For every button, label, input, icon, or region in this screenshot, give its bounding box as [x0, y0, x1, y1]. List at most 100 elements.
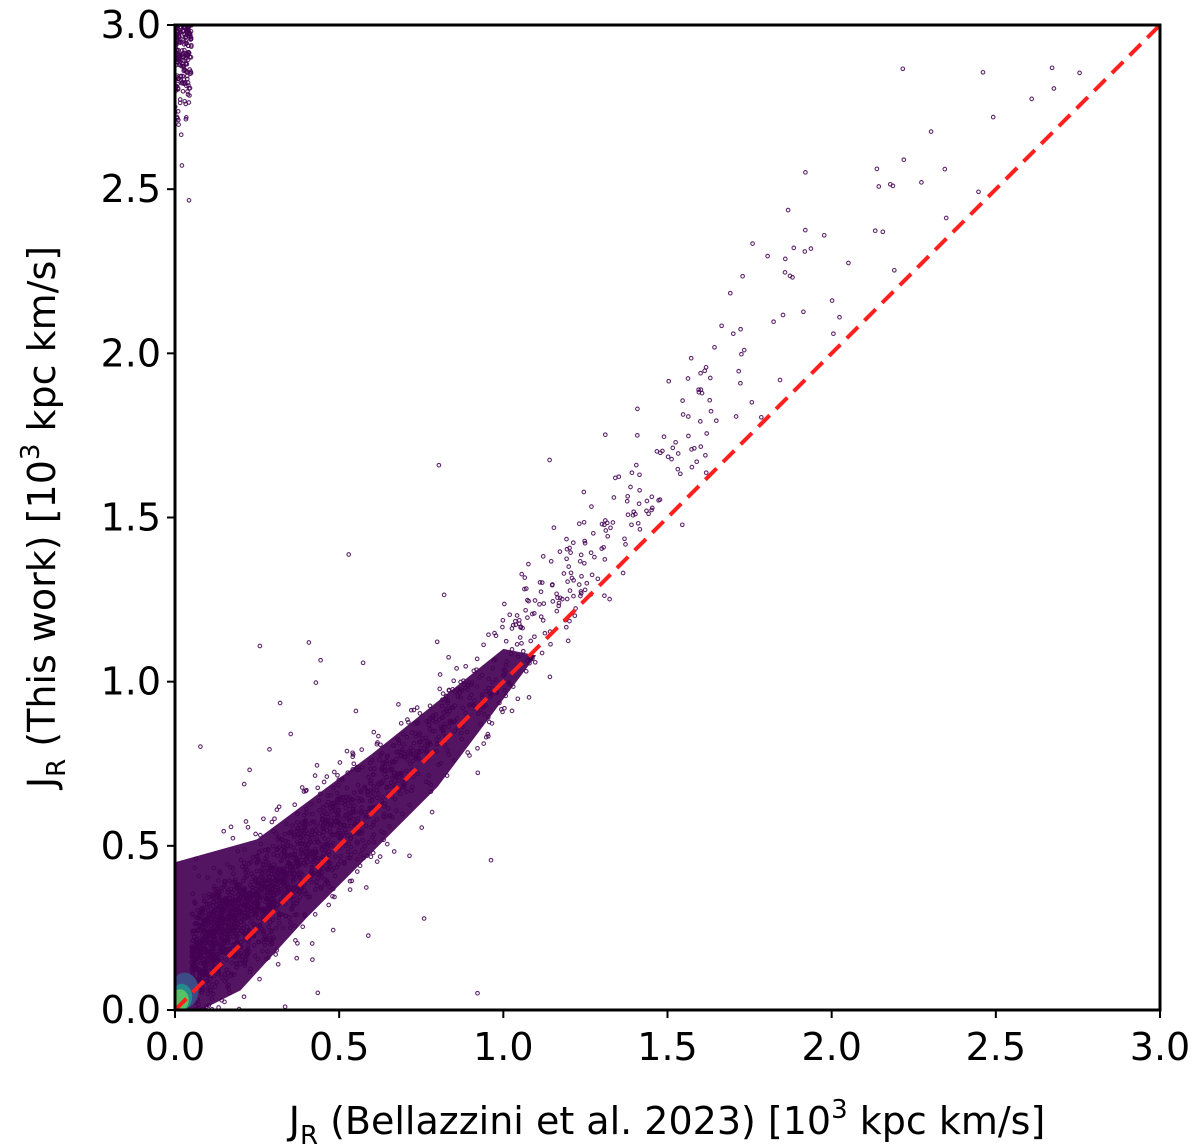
- scatter-point: [359, 747, 365, 752]
- x-tick-label: 1.5: [637, 1025, 697, 1069]
- scatter-point: [557, 549, 563, 554]
- scatter-point: [261, 816, 266, 822]
- scatter-point: [306, 640, 312, 645]
- scatter-point: [503, 638, 509, 644]
- scatter-point: [624, 498, 630, 504]
- scatter-point: [272, 816, 277, 822]
- scatter-point: [314, 763, 320, 768]
- scatter-point: [625, 512, 631, 518]
- scatter-point: [541, 601, 547, 606]
- scatter-point: [758, 414, 764, 420]
- scatter-point: [550, 599, 556, 604]
- scatter-point: [782, 256, 788, 262]
- scatter-point: [567, 618, 572, 624]
- scatter-point: [330, 927, 336, 933]
- scatter-point: [571, 593, 576, 599]
- scatter-point: [555, 595, 560, 601]
- scatter-point: [943, 215, 949, 221]
- scatter-point: [184, 61, 190, 67]
- scatter-point: [440, 691, 446, 696]
- scatter-point: [312, 773, 318, 778]
- scatter-point: [551, 525, 557, 531]
- scatter-point: [273, 952, 279, 957]
- scatter-point: [582, 538, 588, 544]
- scatter-point: [475, 745, 480, 751]
- scatter-point: [677, 471, 683, 477]
- scatter-point: [620, 570, 626, 576]
- scatter-point: [890, 183, 896, 189]
- scatter-point: [293, 938, 298, 943]
- scatter-point: [363, 885, 369, 890]
- scatter-point: [719, 323, 724, 329]
- scatter-point: [500, 624, 505, 630]
- scatter-point: [976, 189, 981, 195]
- scatter-point: [592, 554, 597, 560]
- scatter-point: [588, 550, 594, 556]
- scatter-point: [526, 695, 532, 700]
- scatter-point: [685, 376, 691, 381]
- scatter-point: [187, 32, 193, 38]
- scatter-point: [1077, 70, 1082, 76]
- scatter-point: [408, 707, 414, 713]
- x-tick-label: 2.5: [966, 1025, 1026, 1069]
- scatter-point: [510, 622, 516, 628]
- scatter-point: [326, 902, 332, 908]
- scatter-point: [454, 666, 459, 671]
- scatter-point: [637, 472, 642, 478]
- scatter-point: [919, 180, 924, 185]
- scatter-point: [230, 835, 236, 841]
- scatter-point: [564, 596, 570, 602]
- scatter-point: [603, 528, 609, 533]
- scatter-point: [187, 67, 193, 72]
- scatter-point: [537, 601, 542, 607]
- scatter-point: [515, 696, 521, 702]
- scatter-point: [727, 290, 733, 296]
- scatter-point: [228, 824, 234, 830]
- scatter-point: [803, 170, 808, 175]
- scatter-point: [607, 596, 612, 602]
- scatter-point: [368, 854, 374, 860]
- scatter-point: [579, 573, 584, 579]
- scatter-point: [565, 579, 570, 584]
- scatter-point: [514, 641, 520, 647]
- scatter-point: [637, 487, 642, 493]
- scatter-point: [176, 122, 181, 127]
- scatter-point: [330, 893, 335, 899]
- y-tick-label: 0.0: [101, 988, 161, 1032]
- scatter-point: [176, 76, 181, 82]
- scatter-point: [294, 955, 300, 961]
- scatter-point: [350, 754, 356, 760]
- scatter-point: [486, 632, 491, 638]
- scatter-point: [198, 744, 203, 749]
- scatter-point: [691, 445, 697, 451]
- scatter-point: [507, 612, 513, 618]
- scatter-point: [561, 571, 567, 576]
- scatter-point: [528, 638, 534, 644]
- scatter-point: [178, 63, 184, 69]
- scatter-point: [666, 378, 672, 384]
- scatter-point: [649, 507, 654, 513]
- scatter-point: [241, 994, 247, 1000]
- scatter-point: [578, 552, 584, 558]
- scatter-point: [257, 643, 263, 649]
- scatter-point: [646, 511, 651, 517]
- scatter-point: [542, 630, 548, 636]
- scatter-point: [556, 600, 562, 606]
- scatter-point: [245, 824, 251, 830]
- scatter-point: [656, 498, 661, 503]
- scatter-point: [182, 31, 187, 37]
- scatter-point: [713, 418, 719, 424]
- scatter-point: [689, 464, 695, 470]
- scatter-point: [625, 493, 631, 499]
- scatter-point: [564, 536, 569, 542]
- scatter-point: [378, 742, 383, 748]
- scatter-point: [300, 924, 306, 930]
- scatter-point: [429, 809, 435, 815]
- scatter-point: [537, 580, 543, 585]
- scatter-point: [350, 752, 356, 757]
- scatter-point: [377, 854, 383, 859]
- scatter-point: [846, 260, 851, 266]
- scatter-point: [434, 639, 440, 645]
- scatter-point: [707, 397, 713, 403]
- scatter-point: [696, 387, 701, 393]
